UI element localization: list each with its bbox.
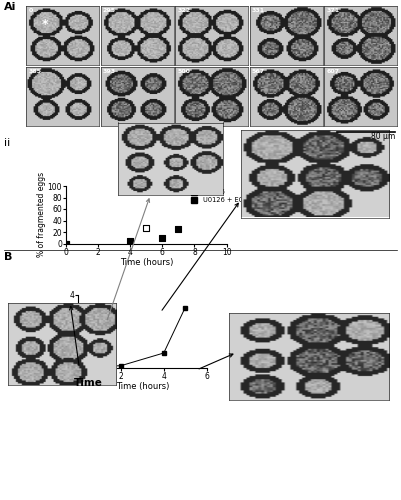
Text: B: B: [4, 252, 12, 262]
Y-axis label: CASP3 activity: CASP3 activity: [59, 304, 68, 359]
Text: 80 µm: 80 µm: [371, 132, 395, 141]
Point: [63, 240, 69, 248]
Text: 567: 567: [252, 69, 265, 74]
Text: ii: ii: [4, 138, 10, 148]
Text: 607: 607: [326, 69, 340, 74]
Point: [127, 236, 134, 244]
Text: Ai: Ai: [4, 2, 16, 12]
Text: Time: Time: [74, 378, 103, 388]
Point: [175, 224, 182, 232]
Point: [143, 224, 150, 232]
Point: [191, 182, 198, 190]
Text: *: *: [42, 18, 49, 32]
X-axis label: Time (hours): Time (hours): [119, 258, 173, 267]
Text: 393: 393: [103, 69, 116, 74]
Point: [63, 240, 69, 248]
Point: [159, 182, 166, 190]
Y-axis label: % of fragmented eggs: % of fragmented eggs: [37, 172, 46, 258]
Text: 500: 500: [177, 69, 190, 74]
Text: 385: 385: [28, 69, 41, 74]
X-axis label: Time (hours): Time (hours): [115, 382, 169, 391]
Text: 331: 331: [252, 8, 265, 13]
Legend: U0126, U0126 + EGTA: U0126, U0126 + EGTA: [185, 186, 254, 206]
Text: 0: 0: [28, 8, 32, 13]
Point: [159, 234, 166, 242]
Text: 371: 371: [326, 8, 340, 13]
Text: 295: 295: [103, 8, 116, 13]
Text: 322: 322: [177, 8, 190, 13]
